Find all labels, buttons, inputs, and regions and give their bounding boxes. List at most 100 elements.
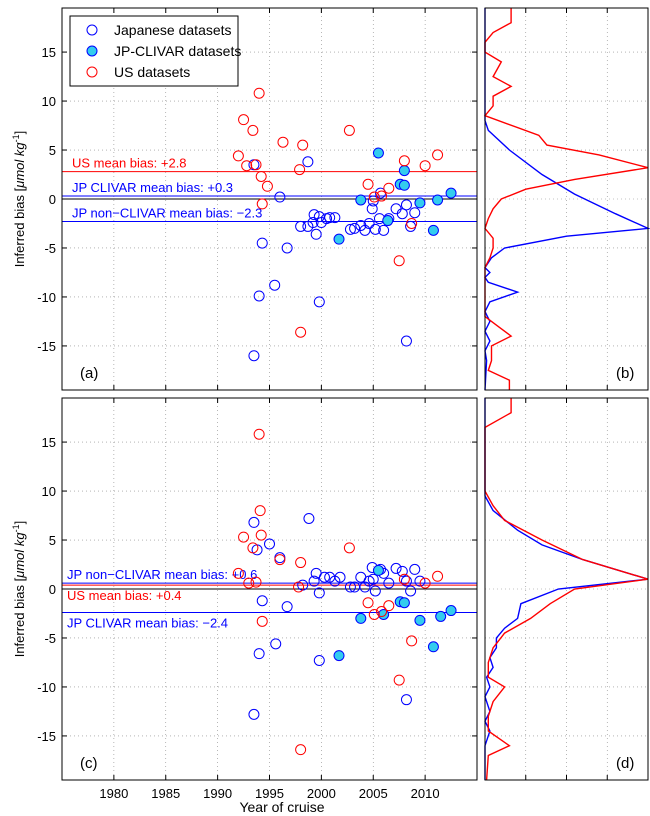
panel-frame bbox=[61, 397, 478, 781]
legend-label-us: US datasets bbox=[114, 64, 190, 80]
panel-d: (d) bbox=[484, 397, 649, 781]
data-point bbox=[419, 577, 431, 589]
mean-line-label: JP non−CLIVAR mean bias: +0.6 bbox=[67, 567, 257, 582]
data-point bbox=[383, 182, 395, 194]
plot-area bbox=[485, 8, 648, 390]
data-point bbox=[414, 614, 426, 626]
data-point bbox=[343, 124, 355, 136]
y-tick-label: -5 bbox=[44, 241, 56, 256]
data-point bbox=[383, 600, 395, 612]
x-tick-label: 1985 bbox=[151, 786, 180, 801]
x-tick-label: 1990 bbox=[203, 786, 232, 801]
data-point bbox=[445, 187, 457, 199]
mean-line-label: JP CLIVAR mean bias: +0.3 bbox=[72, 180, 233, 195]
data-point bbox=[333, 650, 345, 662]
data-point bbox=[398, 179, 410, 191]
panel-label: (a) bbox=[80, 365, 98, 382]
data-point bbox=[238, 531, 250, 543]
data-point bbox=[363, 217, 375, 229]
data-point bbox=[405, 585, 417, 597]
data-point bbox=[308, 575, 320, 587]
data-point bbox=[367, 195, 379, 207]
data-point bbox=[261, 180, 273, 192]
data-point bbox=[253, 87, 265, 99]
data-point bbox=[398, 165, 410, 177]
data-point bbox=[254, 505, 266, 517]
x-tick-label: 2000 bbox=[307, 786, 336, 801]
data-point bbox=[400, 694, 412, 706]
y-tick-label: 15 bbox=[42, 45, 56, 60]
data-point bbox=[362, 597, 374, 609]
histogram-line bbox=[484, 8, 650, 391]
data-point bbox=[369, 223, 381, 235]
data-point bbox=[369, 585, 381, 597]
data-point bbox=[409, 207, 421, 219]
data-point bbox=[256, 198, 268, 210]
legend-box bbox=[69, 15, 239, 87]
legend-label-japanese: Japanese datasets bbox=[114, 22, 232, 38]
data-point bbox=[307, 217, 319, 229]
data-point bbox=[255, 529, 267, 541]
data-point bbox=[247, 124, 259, 136]
data-point bbox=[253, 290, 265, 302]
data-point bbox=[308, 209, 320, 221]
y-tick-label: 5 bbox=[49, 143, 56, 158]
data-point bbox=[334, 571, 346, 583]
data-point bbox=[238, 114, 250, 126]
data-point bbox=[368, 608, 380, 620]
data-point bbox=[390, 562, 402, 574]
data-point bbox=[250, 159, 262, 171]
legend-marker-japanese bbox=[86, 24, 98, 36]
y-tick-label: 10 bbox=[42, 484, 56, 499]
y-axis-label-top: Inferred bias [μmol kg-1] bbox=[11, 131, 27, 268]
data-point bbox=[241, 160, 253, 172]
data-point bbox=[294, 164, 306, 176]
panel-b: (b) bbox=[483, 7, 650, 391]
data-point bbox=[295, 744, 307, 756]
mean-line-label: JP CLIVAR mean bias: −2.4 bbox=[67, 616, 228, 631]
histogram-line bbox=[484, 398, 649, 781]
data-point bbox=[277, 136, 289, 148]
data-point bbox=[414, 575, 426, 587]
panel-frame bbox=[61, 7, 478, 391]
x-tick-label: 1980 bbox=[99, 786, 128, 801]
data-point bbox=[313, 587, 325, 599]
legend-label-jp-clivar: JP-CLIVAR datasets bbox=[114, 43, 241, 59]
data-point bbox=[372, 147, 384, 159]
data-point bbox=[406, 217, 418, 229]
histogram-line bbox=[483, 8, 649, 390]
x-tick-label: 1995 bbox=[255, 786, 284, 801]
x-tick-label: 2005 bbox=[359, 786, 388, 801]
data-point bbox=[313, 655, 325, 667]
data-point bbox=[366, 203, 378, 215]
data-point bbox=[432, 194, 444, 206]
mean-line-label: US mean bias: +0.4 bbox=[67, 588, 182, 603]
data-point bbox=[313, 296, 325, 308]
data-point bbox=[256, 595, 268, 607]
panel-frame bbox=[484, 397, 649, 781]
data-point bbox=[382, 215, 394, 227]
data-point bbox=[398, 597, 410, 609]
x-axis-label: Year of cruise bbox=[239, 799, 324, 815]
data-point bbox=[376, 606, 388, 618]
data-point bbox=[435, 610, 447, 622]
data-point bbox=[400, 199, 412, 211]
data-point bbox=[253, 648, 265, 660]
data-point bbox=[274, 554, 286, 566]
data-point bbox=[232, 150, 244, 162]
y-tick-label: 0 bbox=[49, 192, 56, 207]
data-point bbox=[372, 564, 384, 576]
data-point bbox=[248, 350, 260, 362]
data-point bbox=[445, 605, 457, 617]
legend-marker-jp-clivar bbox=[86, 45, 98, 57]
y-tick-label: 10 bbox=[42, 94, 56, 109]
data-point bbox=[343, 542, 355, 554]
y-tick-label: -15 bbox=[37, 339, 56, 354]
data-point bbox=[398, 573, 410, 585]
y-tick-label: -10 bbox=[37, 680, 56, 695]
data-point bbox=[409, 563, 421, 575]
y-tick-label: 5 bbox=[49, 533, 56, 548]
data-point bbox=[349, 222, 361, 234]
y-tick-label: -15 bbox=[37, 729, 56, 744]
data-point bbox=[295, 326, 307, 338]
